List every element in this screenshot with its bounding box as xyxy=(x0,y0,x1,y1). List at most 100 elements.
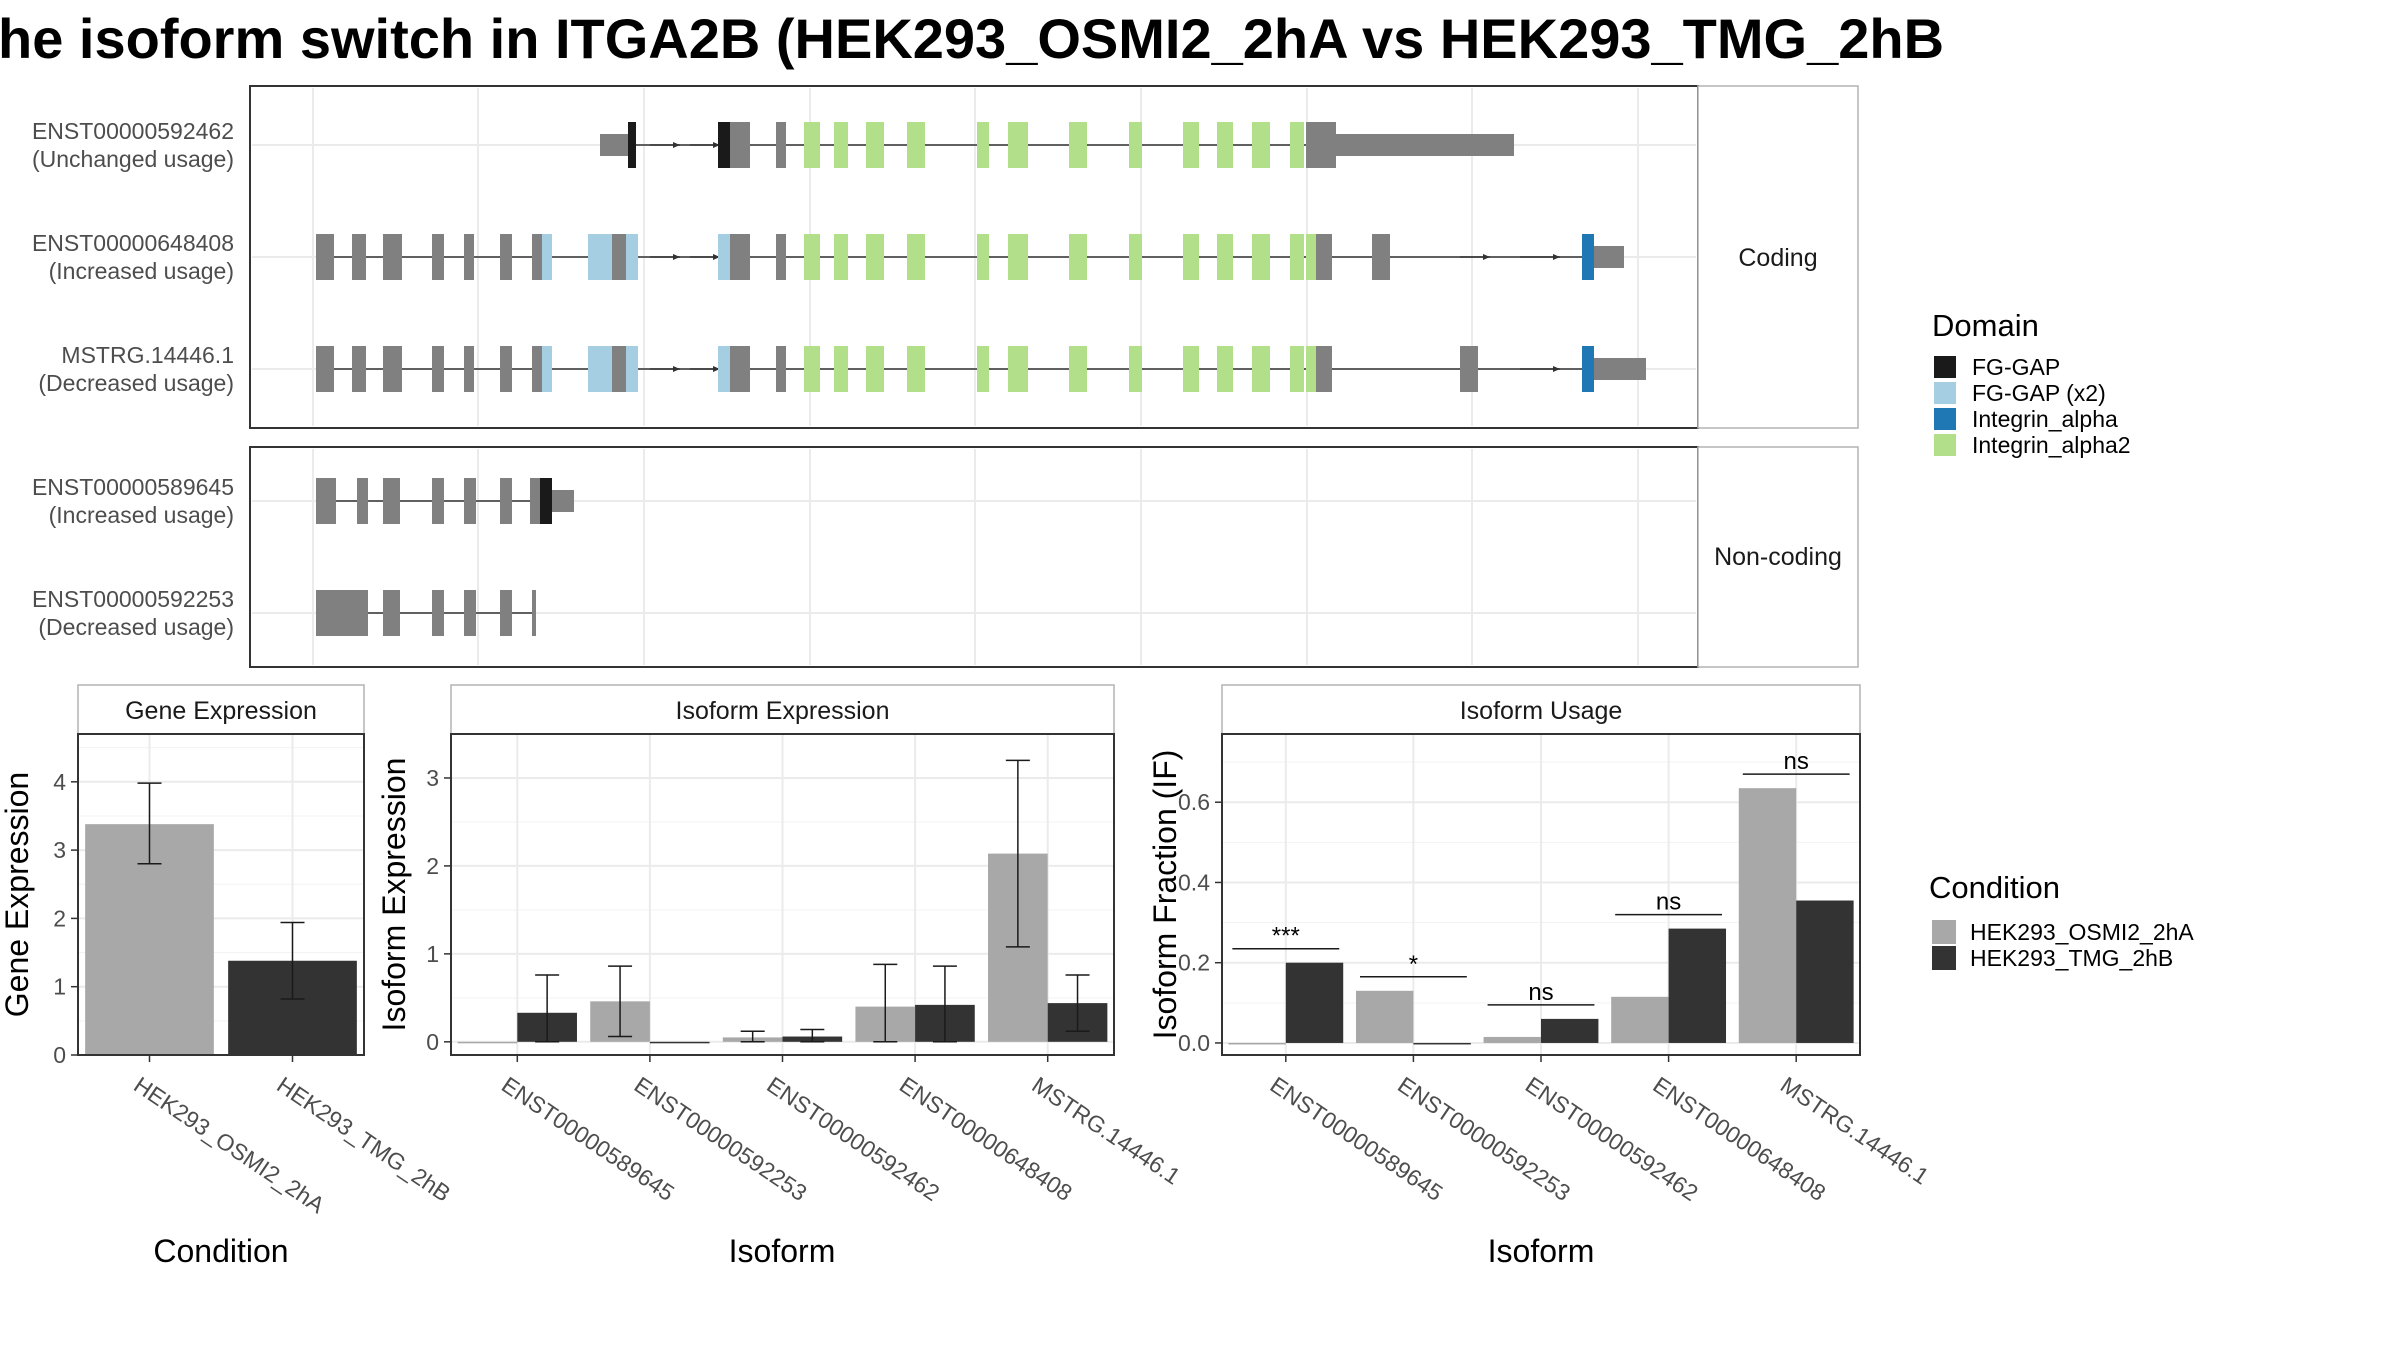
panel-title: Gene Expression xyxy=(125,697,317,725)
exon-coding xyxy=(1460,346,1478,392)
exon-coding xyxy=(432,346,444,392)
exon-coding xyxy=(1008,122,1028,168)
bar xyxy=(1738,788,1797,1043)
exon-coding xyxy=(532,346,542,392)
exon-coding xyxy=(866,234,884,280)
domain-legend-swatch xyxy=(1934,382,1956,404)
exon-coding xyxy=(804,234,820,280)
exon-utr xyxy=(552,490,574,512)
exon-coding xyxy=(977,346,989,392)
bar xyxy=(1541,1018,1599,1043)
bar xyxy=(1285,962,1344,1043)
exon-coding xyxy=(316,478,336,524)
exon-coding xyxy=(1129,122,1142,168)
domain-legend-label: FG-GAP xyxy=(1972,354,2060,380)
exon-coding xyxy=(532,234,542,280)
exon-coding xyxy=(907,234,925,280)
exon-coding xyxy=(542,346,552,392)
exon-coding xyxy=(316,234,334,280)
y-tick-label: 4 xyxy=(53,769,66,795)
strand-arrowhead xyxy=(713,366,720,372)
bar xyxy=(1611,996,1669,1043)
panel-strip xyxy=(450,684,1115,735)
exon-utr xyxy=(600,134,628,156)
significance-label: ns xyxy=(1784,748,1809,775)
domain-legend-title: Domain xyxy=(1932,308,2039,343)
y-tick-label: 0.0 xyxy=(1178,1030,1210,1056)
exon-coding xyxy=(464,590,476,636)
exon-utr xyxy=(1594,358,1646,380)
significance-label: *** xyxy=(1272,923,1300,950)
exon-coding xyxy=(588,346,612,392)
transcript-id-label: ENST00000589645 xyxy=(32,474,234,500)
noncoding-strip xyxy=(1697,446,1859,668)
noncoding-strip-label: Non-coding xyxy=(1714,543,1842,571)
transcript-model-ENST00000589645 xyxy=(316,478,574,524)
bar xyxy=(1796,900,1854,1043)
y-tick-label: 0 xyxy=(426,1029,439,1055)
exon-coding xyxy=(1306,346,1316,392)
exon-coding xyxy=(316,346,334,392)
transcript-id-label: ENST00000592253 xyxy=(32,586,234,612)
condition-legend-label: HEK293_OSMI2_2hA xyxy=(1970,919,2194,945)
bar xyxy=(1355,990,1414,1043)
exon-coding xyxy=(464,346,474,392)
exon-coding xyxy=(718,234,730,280)
exon-coding xyxy=(1129,346,1142,392)
exon-coding xyxy=(383,478,400,524)
exon-coding xyxy=(1183,122,1199,168)
domain-legend-label: Integrin_alpha xyxy=(1972,406,2118,432)
panel-title: Isoform Usage xyxy=(1460,697,1623,725)
exon-coding xyxy=(612,234,626,280)
strand-arrowhead xyxy=(673,142,680,148)
transcript-usage-label: (Decreased usage) xyxy=(38,614,234,640)
domain-legend-swatch xyxy=(1934,356,1956,378)
exon-coding xyxy=(500,346,512,392)
exon-coding xyxy=(540,478,552,524)
condition-legend-title: Condition xyxy=(1929,870,2060,905)
exon-coding xyxy=(907,122,925,168)
y-tick-label: 0.4 xyxy=(1178,869,1210,895)
exon-coding xyxy=(1129,234,1142,280)
exon-coding xyxy=(977,122,989,168)
exon-coding xyxy=(383,590,400,636)
exon-coding xyxy=(1306,122,1336,168)
exon-coding xyxy=(1069,122,1087,168)
exon-coding xyxy=(1217,234,1233,280)
exon-coding xyxy=(1372,234,1390,280)
exon-coding xyxy=(977,234,989,280)
significance-label: ns xyxy=(1528,979,1553,1006)
chart-title: he isoform switch in ITGA2B (HEK293_OSMI… xyxy=(0,7,1944,70)
strand-arrowhead xyxy=(1553,254,1560,260)
domain-legend-label: FG-GAP (x2) xyxy=(1972,380,2106,406)
exon-coding xyxy=(1316,346,1332,392)
transcript-usage-label: (Unchanged usage) xyxy=(32,146,234,172)
exon-coding xyxy=(1008,346,1028,392)
y-tick-label: 2 xyxy=(426,853,439,879)
condition-legend-swatch xyxy=(1932,946,1956,970)
exon-coding xyxy=(776,122,786,168)
transcript-id-label: ENST00000592462 xyxy=(32,118,234,144)
exon-coding xyxy=(718,346,730,392)
x-axis-title: Isoform xyxy=(1488,1233,1595,1269)
strand-arrowhead xyxy=(1553,366,1560,372)
bar-charts: Gene Expression01234HEK293_OSMI2_2hAHEK2… xyxy=(0,684,1934,1269)
transcript-labels: ENST00000592462(Unchanged usage) ENST0000… xyxy=(32,118,234,640)
significance-label: * xyxy=(1409,951,1418,978)
exon-coding xyxy=(834,234,848,280)
exon-coding xyxy=(804,122,820,168)
panel-strip xyxy=(77,684,365,735)
exon-coding xyxy=(866,346,884,392)
exon-coding xyxy=(804,346,820,392)
x-axis-title: Isoform xyxy=(729,1233,836,1269)
exon-coding xyxy=(500,234,512,280)
y-tick-label: 3 xyxy=(426,765,439,791)
exon-coding xyxy=(500,478,512,524)
y-tick-label: 0 xyxy=(53,1042,66,1068)
exon-coding xyxy=(866,122,884,168)
exon-coding xyxy=(1183,234,1199,280)
bar xyxy=(1228,1042,1286,1045)
y-axis-title: Isoform Fraction (IF) xyxy=(1147,750,1183,1040)
y-tick-label: 1 xyxy=(426,941,439,967)
